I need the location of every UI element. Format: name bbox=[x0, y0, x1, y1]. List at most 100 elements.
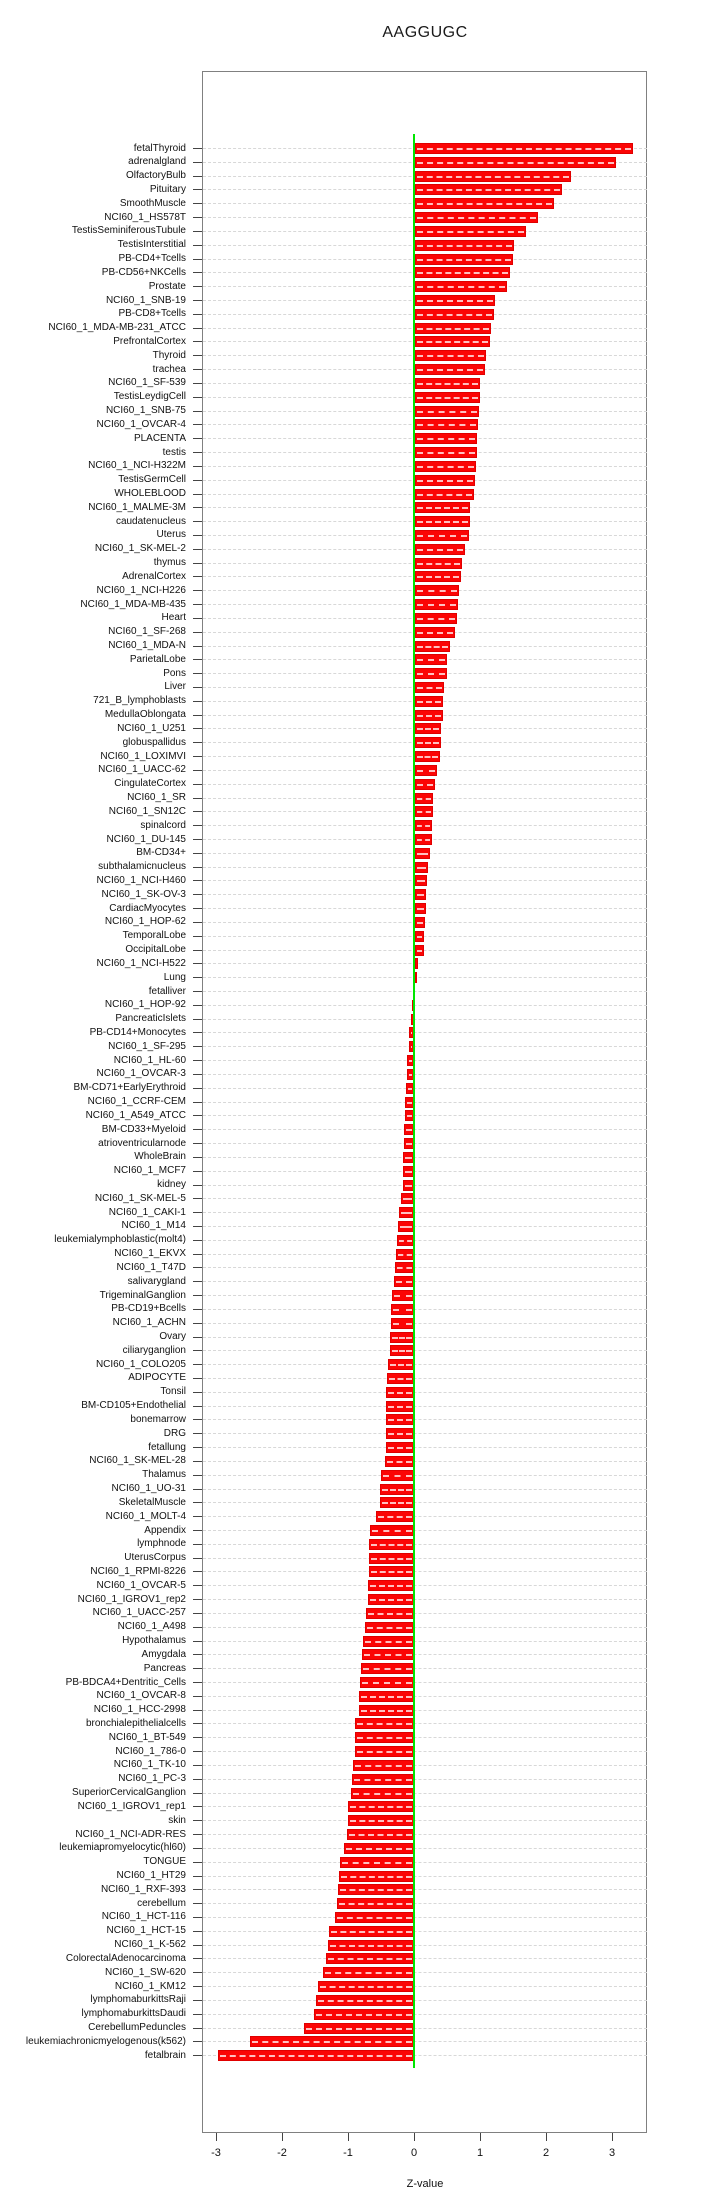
y-axis-tick bbox=[193, 1032, 202, 1034]
bar-grid-stripe bbox=[392, 1322, 412, 1325]
bar bbox=[415, 198, 555, 210]
y-axis-tick bbox=[193, 1557, 202, 1559]
category-label: NCI60_1_HT29 bbox=[116, 1870, 186, 1881]
x-axis-tick-label: 3 bbox=[608, 2147, 616, 2159]
bar bbox=[415, 253, 513, 265]
category-label: NCI60_1_MOLT-4 bbox=[105, 1510, 186, 1522]
bar bbox=[415, 308, 494, 320]
gridline bbox=[203, 1281, 647, 1283]
y-axis-tick bbox=[193, 645, 202, 647]
gridline bbox=[203, 977, 647, 979]
y-axis-tick bbox=[193, 148, 202, 149]
bar-grid-stripe bbox=[417, 631, 453, 634]
bar-grid-stripe bbox=[417, 645, 448, 648]
category-label: TestisGermCell bbox=[118, 474, 186, 486]
bar-grid-stripe bbox=[417, 258, 511, 261]
y-axis-tick bbox=[193, 410, 202, 412]
bar bbox=[415, 267, 511, 279]
category-label: trachea bbox=[152, 363, 186, 375]
bar bbox=[415, 640, 450, 652]
y-axis-tick bbox=[193, 783, 202, 785]
bar-grid-stripe bbox=[306, 2027, 412, 2030]
bar-grid-stripe bbox=[417, 548, 464, 551]
bar-grid-stripe bbox=[417, 465, 475, 468]
bar bbox=[386, 1386, 414, 1398]
bar-grid-stripe bbox=[417, 313, 492, 316]
bar bbox=[415, 543, 466, 555]
y-axis-tick bbox=[193, 756, 202, 758]
bar bbox=[365, 1607, 414, 1619]
bar bbox=[325, 1953, 414, 1965]
bar bbox=[348, 1815, 414, 1827]
bar bbox=[387, 1359, 414, 1371]
gridline bbox=[203, 1820, 647, 1822]
gridline bbox=[203, 1875, 647, 1877]
category-label: lymphomaburkittsRaji bbox=[90, 1994, 186, 2006]
bar-grid-stripe bbox=[417, 148, 631, 150]
y-axis-tick bbox=[193, 921, 202, 923]
bar bbox=[358, 1690, 414, 1702]
gridline bbox=[203, 1488, 647, 1490]
category-label: bronchialepithelialcells bbox=[85, 1717, 186, 1729]
y-axis-tick bbox=[193, 452, 202, 454]
category-label: NCI60_1_UACC-257 bbox=[92, 1607, 186, 1619]
category-label: BM-CD34+ bbox=[136, 847, 186, 859]
category-label: NCI60_1_SK-OV-3 bbox=[101, 888, 187, 900]
bar-grid-stripe bbox=[417, 230, 524, 233]
x-axis-tick bbox=[546, 2133, 547, 2141]
category-label: PLACENTA bbox=[133, 432, 186, 444]
gridline bbox=[203, 1999, 647, 2001]
gridline bbox=[203, 1571, 647, 1573]
gridline bbox=[203, 1806, 647, 1808]
category-label: PB-CD8+Tcells bbox=[118, 308, 186, 320]
bar-grid-stripe bbox=[417, 769, 436, 772]
y-axis-tick bbox=[193, 714, 202, 716]
category-label: CerebellumPeduncles bbox=[88, 2022, 186, 2034]
y-axis-tick bbox=[193, 286, 202, 288]
category-label: globuspallidus bbox=[122, 736, 186, 748]
bar-grid-stripe bbox=[417, 341, 488, 344]
category-label: PB-CD56+NKCells bbox=[101, 266, 186, 278]
category-label: Heart bbox=[161, 612, 186, 624]
bar-grid-stripe bbox=[417, 756, 439, 759]
bar bbox=[390, 1331, 414, 1343]
bar-grid-stripe bbox=[378, 1516, 412, 1519]
category-label: NCI60_1_NCI-H460 bbox=[96, 874, 187, 886]
bar bbox=[415, 820, 432, 832]
bar bbox=[415, 751, 441, 763]
bar-grid-stripe bbox=[360, 1695, 412, 1698]
y-axis-tick bbox=[193, 1405, 202, 1407]
category-label: NCI60_1_OVCAR-5 bbox=[96, 1579, 186, 1591]
gridline bbox=[203, 2013, 647, 2015]
category-label: NCI60_1_COLO205 bbox=[95, 1358, 186, 1370]
category-label: NCI60_1_HCC-2998 bbox=[93, 1704, 186, 1716]
category-label: CardiacMyocytes bbox=[109, 902, 186, 914]
bar bbox=[369, 1538, 414, 1550]
y-axis-tick bbox=[193, 161, 202, 163]
gridline bbox=[203, 1668, 647, 1670]
y-axis-tick bbox=[193, 1543, 202, 1545]
category-label: adrenalgland bbox=[128, 156, 186, 168]
category-label: BM-CD71+EarlyErythroid bbox=[73, 1082, 186, 1094]
bar bbox=[415, 944, 425, 956]
category-label: NCI60_1_U251 bbox=[117, 722, 186, 734]
x-axis-tick bbox=[216, 2133, 217, 2141]
y-axis-tick bbox=[193, 1585, 202, 1587]
category-label: NCI60_1_T47D bbox=[116, 1261, 186, 1273]
bar-grid-stripe bbox=[365, 1640, 412, 1643]
gridline bbox=[203, 1419, 647, 1421]
category-label: lymphomaburkittsDaudi bbox=[81, 2008, 187, 2020]
gridline bbox=[203, 1212, 647, 1214]
bar-grid-stripe bbox=[417, 272, 509, 275]
gridline bbox=[203, 1695, 647, 1697]
gridline bbox=[203, 2027, 647, 2029]
category-label: Lung bbox=[163, 971, 186, 983]
gridline bbox=[203, 1543, 647, 1545]
y-axis-tick bbox=[193, 1419, 202, 1421]
bar-grid-stripe bbox=[417, 686, 443, 689]
bar bbox=[380, 1483, 414, 1495]
gridline bbox=[203, 935, 647, 937]
bar bbox=[415, 834, 432, 845]
bar bbox=[415, 460, 477, 472]
bar-grid-stripe bbox=[417, 659, 446, 662]
